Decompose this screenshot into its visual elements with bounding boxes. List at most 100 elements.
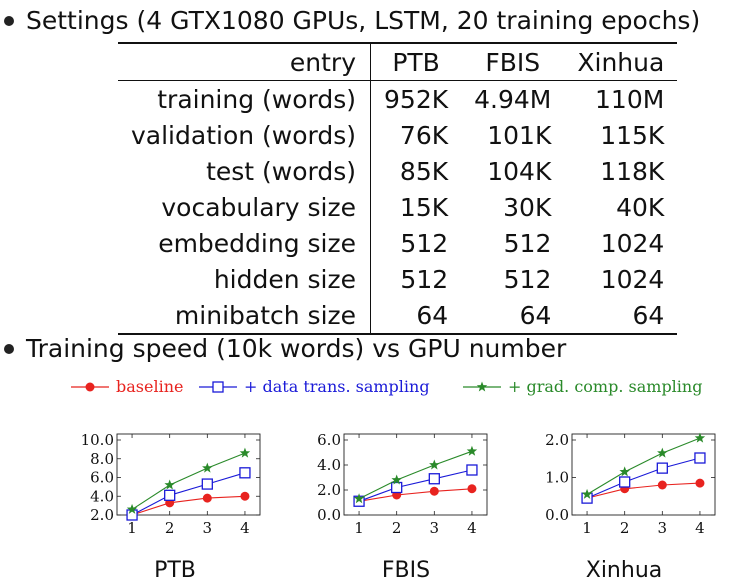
series-line	[586, 482, 700, 499]
row-label-cell: embedding size	[118, 225, 372, 261]
square-marker-icon	[212, 380, 224, 393]
settings-table: entry PTB FBIS Xinhua training (words) 95…	[118, 42, 678, 335]
row-label-cell: training (words)	[118, 80, 372, 117]
data-point	[239, 447, 251, 458]
y-tick-label: 6.0	[317, 431, 341, 449]
legend-item: baseline	[70, 377, 183, 396]
table-row: embedding size 512 512 1024	[118, 225, 677, 261]
value-cell: 952K	[384, 84, 449, 114]
value-cell: 64	[416, 300, 449, 330]
row-label-cell: vocabulary size	[118, 189, 372, 225]
data-point	[581, 488, 593, 499]
x-tick-label: 2	[165, 519, 175, 537]
data-point	[391, 474, 402, 485]
row-label-cell: validation (words)	[118, 117, 372, 153]
series-line	[359, 488, 472, 502]
x-tick-label: 3	[203, 519, 213, 537]
legend-label: baseline	[116, 377, 184, 396]
chart-ptb: 2.04.06.08.010.0 1 2 3 4	[81, 431, 261, 537]
data-point	[657, 447, 668, 458]
table-row: validation (words) 76K 101K 115K	[118, 117, 677, 153]
chart-legend: baseline + data trans. sampling + grad. co…	[70, 377, 740, 401]
x-tick-label: 1	[582, 519, 592, 537]
y-tick-label: 8.0	[90, 450, 114, 468]
x-tick-label: 3	[658, 519, 668, 537]
legend-swatch	[199, 380, 237, 393]
plot-frame	[116, 433, 261, 516]
data-point	[429, 459, 440, 470]
data-point	[428, 473, 440, 485]
legend-label: + data trans. sampling	[244, 377, 430, 396]
data-point	[466, 464, 478, 476]
plot-frame	[343, 433, 488, 516]
header-cell: FBIS	[485, 47, 541, 77]
table-row: vocabulary size 15K 30K 40K	[118, 189, 677, 225]
bullet-icon	[4, 343, 14, 354]
table-row: test (words) 85K 104K 118K	[118, 153, 677, 189]
row-label-cell: hidden size	[118, 261, 372, 297]
data-point	[466, 445, 478, 456]
x-tick-label: 1	[127, 519, 137, 537]
series-line	[131, 472, 246, 516]
table-header-row: entry PTB FBIS Xinhua	[118, 43, 678, 81]
value-cell: 40K	[616, 192, 665, 222]
header-cell: PTB	[392, 47, 440, 77]
settings-title: Settings (4 GTX1080 GPUs, LSTM, 20 train…	[26, 6, 701, 35]
star-marker-icon	[476, 381, 488, 391]
y-tick-label: 10.0	[81, 431, 114, 449]
circle-marker-icon	[85, 382, 95, 391]
data-point	[619, 476, 631, 488]
data-point	[429, 486, 439, 496]
series-line	[131, 495, 245, 516]
legend-item: + data trans. sampling	[198, 377, 430, 396]
table-row: training (words) 952K 4.94M 110M	[118, 80, 677, 117]
plot-frame	[571, 433, 716, 516]
chart-caption-xinhua: Xinhua	[585, 558, 663, 583]
y-tick-label: 1.0	[545, 469, 569, 487]
value-cell: 115K	[600, 120, 665, 150]
data-point	[694, 452, 706, 464]
y-tick-label: 0.0	[317, 506, 341, 524]
y-tick-label: 2.0	[90, 506, 114, 524]
data-point	[695, 478, 705, 488]
value-cell: 118K	[600, 156, 665, 186]
chart-xinhua: 0.0 1.0 2.0 1 2 3 4	[545, 431, 716, 537]
y-tick-label: 6.0	[90, 469, 114, 487]
x-tick-label: 3	[430, 519, 440, 537]
value-cell: 76K	[399, 120, 449, 150]
value-cell: 110M	[595, 84, 665, 114]
header-cell: Xinhua	[577, 47, 665, 77]
x-tick-label: 2	[392, 519, 402, 537]
x-tick-label: 2	[620, 519, 630, 537]
row-label-cell: minibatch size	[118, 297, 372, 334]
y-tick-label: 0.0	[545, 506, 569, 524]
data-point	[202, 493, 212, 503]
series-line	[358, 469, 473, 502]
value-cell: 30K	[503, 192, 552, 222]
series-line	[131, 452, 246, 510]
series-line	[586, 437, 701, 495]
value-cell: 101K	[487, 120, 552, 150]
data-point	[164, 479, 175, 490]
y-tick-label: 2.0	[317, 481, 341, 499]
data-point	[656, 462, 668, 474]
data-point	[391, 481, 403, 494]
value-cell: 64	[632, 300, 665, 330]
header-cell: entry	[118, 43, 372, 81]
legend-label: + grad. comp. sampling	[508, 377, 703, 396]
data-point	[201, 478, 213, 490]
value-cell: 512	[503, 264, 552, 294]
legend-swatch	[463, 381, 501, 391]
table-row: hidden size 512 512 1024	[118, 261, 677, 297]
data-point	[202, 462, 213, 473]
series-line	[586, 457, 701, 499]
y-tick-label: 4.0	[90, 487, 114, 505]
data-point	[353, 493, 365, 504]
data-point	[694, 432, 706, 443]
value-cell: 512	[400, 264, 449, 294]
data-point	[126, 503, 138, 514]
data-point	[239, 467, 251, 479]
data-point	[467, 484, 477, 494]
series-line	[358, 450, 473, 500]
settings-heading: Settings (4 GTX1080 GPUs, LSTM, 20 train…	[4, 6, 700, 35]
